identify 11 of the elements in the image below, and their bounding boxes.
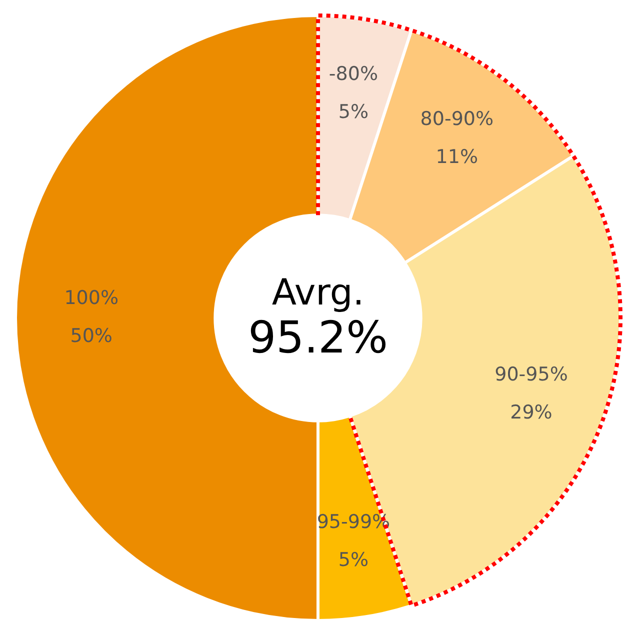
data-label: 11% bbox=[436, 146, 478, 168]
slice-label: 100% bbox=[64, 286, 119, 309]
data-label: 29% bbox=[510, 402, 552, 424]
text: Avrg. bbox=[272, 272, 364, 314]
slice-label: 80-90% bbox=[420, 108, 494, 130]
data-label: 5% bbox=[338, 548, 369, 571]
data-label: 5% bbox=[338, 101, 369, 124]
slice-label: -80% bbox=[328, 63, 378, 86]
text: 95.2% bbox=[248, 312, 388, 364]
data-label: 50% bbox=[70, 324, 112, 347]
slice-label: 90-95% bbox=[494, 364, 568, 386]
